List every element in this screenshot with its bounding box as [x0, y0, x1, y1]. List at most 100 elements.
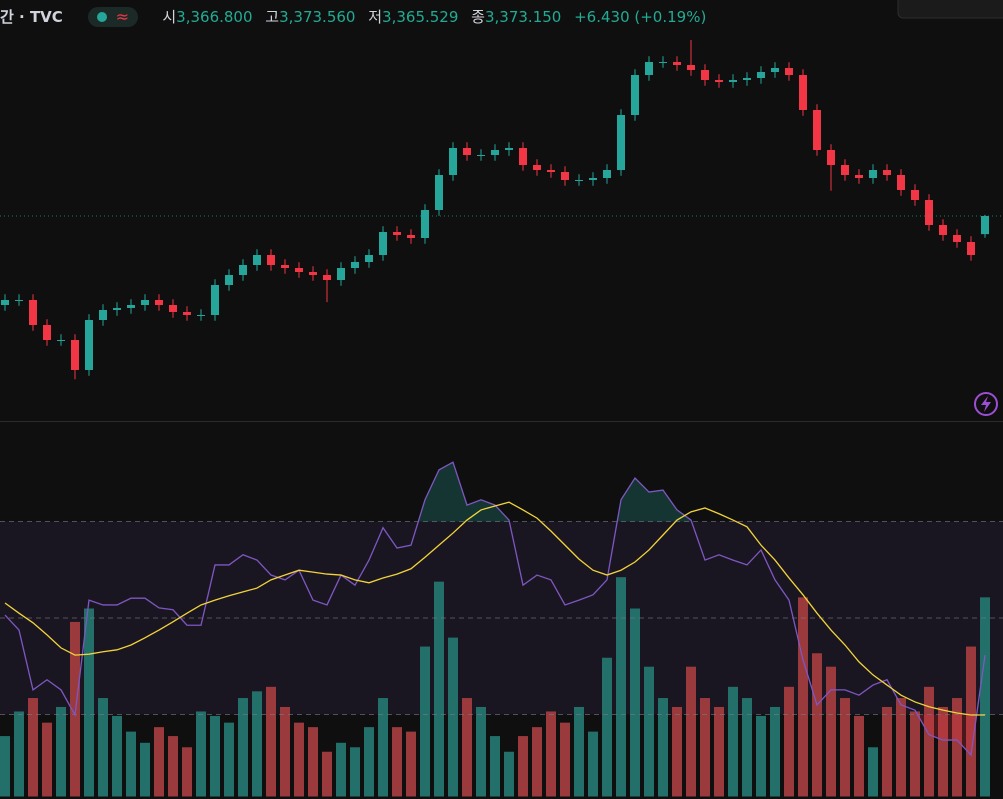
status-dot: [96, 11, 107, 22]
candle-body: [953, 234, 961, 242]
candle-body: [43, 324, 51, 340]
candle-body: [183, 311, 191, 315]
volume-bar: [602, 657, 612, 797]
candle-body: [239, 264, 247, 275]
candle-body: [435, 175, 443, 211]
volume-bar: [378, 698, 388, 797]
candle-body: [323, 274, 331, 280]
volume-bar: [168, 736, 178, 797]
volume-bar: [42, 722, 52, 797]
candle-body: [71, 339, 79, 370]
volume-bar: [742, 698, 752, 797]
candle-body: [617, 115, 625, 171]
candle-body: [155, 299, 163, 305]
volume-bar: [672, 706, 682, 797]
volume-bar: [812, 653, 822, 797]
replay-button[interactable]: [974, 392, 998, 416]
candle-body: [589, 178, 597, 181]
volume-bar: [294, 722, 304, 797]
status-pill[interactable]: ≈: [87, 6, 138, 27]
volume-bar: [70, 621, 80, 797]
volume-bar: [784, 686, 794, 797]
candle-body: [883, 170, 891, 176]
volume-bar: [560, 722, 570, 797]
volume-bar: [280, 706, 290, 797]
volume-bar: [434, 581, 444, 797]
candle-body: [659, 62, 667, 64]
lightning-icon: [981, 396, 991, 412]
volume-bar: [308, 727, 318, 797]
volume-bar: [714, 706, 724, 797]
candle-body: [561, 172, 569, 181]
volume-bar: [350, 747, 360, 797]
volume-bar: [476, 706, 486, 797]
volume-bar: [448, 637, 458, 797]
candle-body: [85, 319, 93, 370]
volume-bar: [98, 698, 108, 797]
low-label: 저: [368, 8, 383, 26]
candle-body: [841, 165, 849, 176]
volume-bar: [420, 646, 430, 797]
volume-bar: [700, 698, 710, 797]
candle-body: [57, 339, 65, 341]
candle-body: [127, 304, 135, 308]
candle-body: [365, 254, 373, 262]
volume-bar: [518, 736, 528, 797]
close-label: 종: [471, 8, 485, 26]
candle-body: [309, 271, 317, 275]
rsi-line: [4, 461, 986, 757]
candle-body: [575, 180, 583, 182]
toolbar-button[interactable]: [897, 0, 1003, 19]
candle-body: [407, 234, 415, 238]
volume-bar: [462, 698, 472, 797]
candle-body: [855, 175, 863, 179]
volume-bar: [14, 711, 24, 797]
volume-bar: [0, 736, 10, 797]
rsi-band: [0, 521, 1003, 715]
high-label: 고: [265, 8, 280, 26]
overbought-fill: [418, 462, 692, 522]
candle-body: [351, 261, 359, 268]
candle-body: [267, 254, 275, 265]
volume-bar: [336, 742, 346, 797]
volume-bar: [392, 727, 402, 797]
candle-body: [701, 70, 709, 81]
candle-body: [869, 170, 877, 179]
candle-body: [197, 314, 205, 316]
volume-bar: [126, 731, 136, 797]
candle-body: [281, 264, 289, 268]
candle-body: [519, 148, 527, 166]
candle-body: [99, 309, 107, 320]
candle-body: [785, 68, 793, 76]
volume-bar: [588, 731, 598, 797]
volume-bar: [406, 731, 416, 797]
volume-bar: [896, 698, 906, 797]
candle-body: [533, 165, 541, 171]
candle-body: [211, 284, 219, 315]
volume-bar: [154, 727, 164, 797]
candle-body: [505, 148, 513, 151]
candle-body: [463, 148, 471, 156]
volume-bar: [686, 666, 696, 797]
low-value: 3,365.529: [382, 7, 459, 26]
volume-bar: [140, 742, 150, 797]
candle-body: [337, 267, 345, 280]
candle-body: [141, 299, 149, 305]
symbol[interactable]: 간 · TVC: [0, 8, 63, 26]
volume-bar: [952, 698, 962, 797]
volume-bar: [840, 698, 850, 797]
volume-bar: [238, 698, 248, 797]
volume-bar: [490, 736, 500, 797]
candle-body: [729, 80, 737, 83]
volume-bar: [868, 747, 878, 797]
volume-bar: [826, 666, 836, 797]
legend-bar: 간 · TVC ≈ 시3,366.800 고3,373.560 저3,365.5…: [0, 6, 714, 30]
candle-body: [113, 307, 121, 310]
volume-bar: [630, 608, 640, 797]
candle-body: [29, 299, 37, 325]
volume-bar: [196, 711, 206, 797]
volume-bar: [882, 706, 892, 797]
candle-body: [911, 190, 919, 201]
volume-bar: [252, 691, 262, 797]
